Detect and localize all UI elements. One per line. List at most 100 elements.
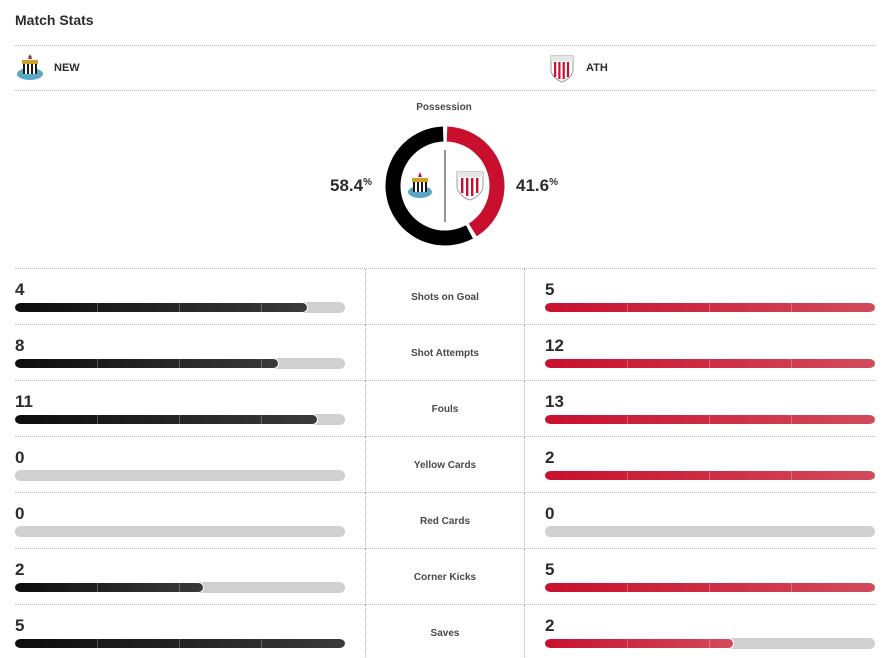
away-stat-value: 12 <box>545 336 564 355</box>
bar-segment <box>97 359 98 369</box>
column-divider <box>524 269 525 325</box>
stat-label: Shot Attempts <box>411 348 479 359</box>
away-stat-bar-fill <box>545 470 875 481</box>
column-divider <box>365 437 366 493</box>
away-stat-value: 2 <box>545 448 555 467</box>
bar-segment <box>791 359 792 369</box>
bar-segment <box>791 303 792 313</box>
home-stat-value: 0 <box>15 448 25 467</box>
home-stat-bar <box>15 414 345 425</box>
bar-segment <box>709 639 710 649</box>
home-stat-bar-fill <box>15 638 345 649</box>
away-team-abbr: ATH <box>586 62 608 74</box>
percent-unit: % <box>363 177 372 188</box>
bar-segment <box>97 583 98 593</box>
athletic-crest-icon <box>550 55 574 83</box>
stat-label: Corner Kicks <box>413 572 477 583</box>
bar-segment <box>261 415 262 425</box>
stat-row: 0 Red Cards 0 <box>15 492 875 549</box>
stat-row: 2 Corner Kicks 5 <box>15 548 875 605</box>
stat-label: Shots on Goal <box>411 292 479 303</box>
newcastle-crest-icon <box>408 172 432 198</box>
away-stat-bar <box>545 526 875 537</box>
home-possession-number: 58.4 <box>330 176 364 195</box>
bar-segment <box>97 639 98 649</box>
away-stat-bar <box>545 358 875 369</box>
column-divider <box>365 493 366 549</box>
away-stat-value: 2 <box>545 616 555 635</box>
bar-segment <box>179 639 180 649</box>
stat-label: Saves <box>430 628 460 639</box>
stat-row: 4 Shots on Goal 5 <box>15 268 875 325</box>
home-stat-bar-fill <box>15 358 279 369</box>
bar-segment <box>627 639 628 649</box>
bar-segment <box>709 583 710 593</box>
bar-segment <box>179 303 180 313</box>
bar-segment <box>179 359 180 369</box>
athletic-crest-icon <box>456 171 484 201</box>
home-stat-value: 5 <box>15 616 25 635</box>
away-stat-bar <box>545 470 875 481</box>
away-stat-bar-fill <box>545 302 875 313</box>
stat-label: Fouls <box>431 404 459 415</box>
away-possession-value: 41.6% <box>516 176 558 196</box>
bar-segment <box>97 303 98 313</box>
home-stat-bar-fill <box>15 302 308 313</box>
home-stat-bar <box>15 358 345 369</box>
possession-donut-chart <box>385 126 505 246</box>
away-stat-value: 5 <box>545 280 555 299</box>
bar-segment <box>261 359 262 369</box>
stats-table: 4 Shots on Goal 5 8 Shot Attempts 12 11 Fouls 13… <box>15 268 875 658</box>
stat-row: 8 Shot Attempts 12 <box>15 324 875 381</box>
stat-row: 0 Yellow Cards 2 <box>15 436 875 493</box>
home-stat-bar-fill <box>15 582 204 593</box>
possession-label: Possession <box>416 102 472 113</box>
page-title: Match Stats <box>15 12 94 28</box>
stat-row: 11 Fouls 13 <box>15 380 875 437</box>
away-stat-bar <box>545 302 875 313</box>
away-possession-arc <box>385 126 505 246</box>
home-stat-value: 0 <box>15 504 25 523</box>
away-stat-value: 13 <box>545 392 564 411</box>
home-stat-bar <box>15 582 345 593</box>
home-stat-value: 2 <box>15 560 25 579</box>
bar-segment <box>791 583 792 593</box>
away-team-header: ATH <box>547 52 608 84</box>
column-divider <box>524 549 525 605</box>
column-divider <box>365 325 366 381</box>
divider <box>15 90 875 91</box>
newcastle-crest-icon <box>17 54 43 80</box>
bar-segment <box>709 359 710 369</box>
home-possession-value: 58.4% <box>330 176 372 196</box>
stat-row: 5 Saves 2 <box>15 604 875 658</box>
percent-unit: % <box>549 177 558 188</box>
bar-segment <box>627 583 628 593</box>
column-divider <box>365 269 366 325</box>
bar-segment <box>627 471 628 481</box>
home-stat-bar-fill <box>15 414 318 425</box>
column-divider <box>524 325 525 381</box>
bar-segment <box>97 415 98 425</box>
column-divider <box>524 605 525 658</box>
bar-segment <box>709 471 710 481</box>
bar-segment <box>179 415 180 425</box>
bar-segment <box>791 415 792 425</box>
home-stat-bar <box>15 470 345 481</box>
away-possession-number: 41.6 <box>516 176 550 195</box>
home-stat-bar <box>15 302 345 313</box>
home-possession-arc <box>385 126 505 246</box>
bar-segment <box>627 303 628 313</box>
home-stat-bar <box>15 638 345 649</box>
column-divider <box>365 549 366 605</box>
bar-segment <box>709 303 710 313</box>
away-stat-bar-fill <box>545 582 875 593</box>
away-stat-bar <box>545 414 875 425</box>
column-divider <box>365 605 366 658</box>
away-stat-bar-fill <box>545 358 875 369</box>
away-stat-bar-fill <box>545 638 734 649</box>
bar-segment <box>261 639 262 649</box>
home-stat-bar <box>15 526 345 537</box>
away-stat-bar-fill <box>545 414 875 425</box>
bar-segment <box>261 303 262 313</box>
